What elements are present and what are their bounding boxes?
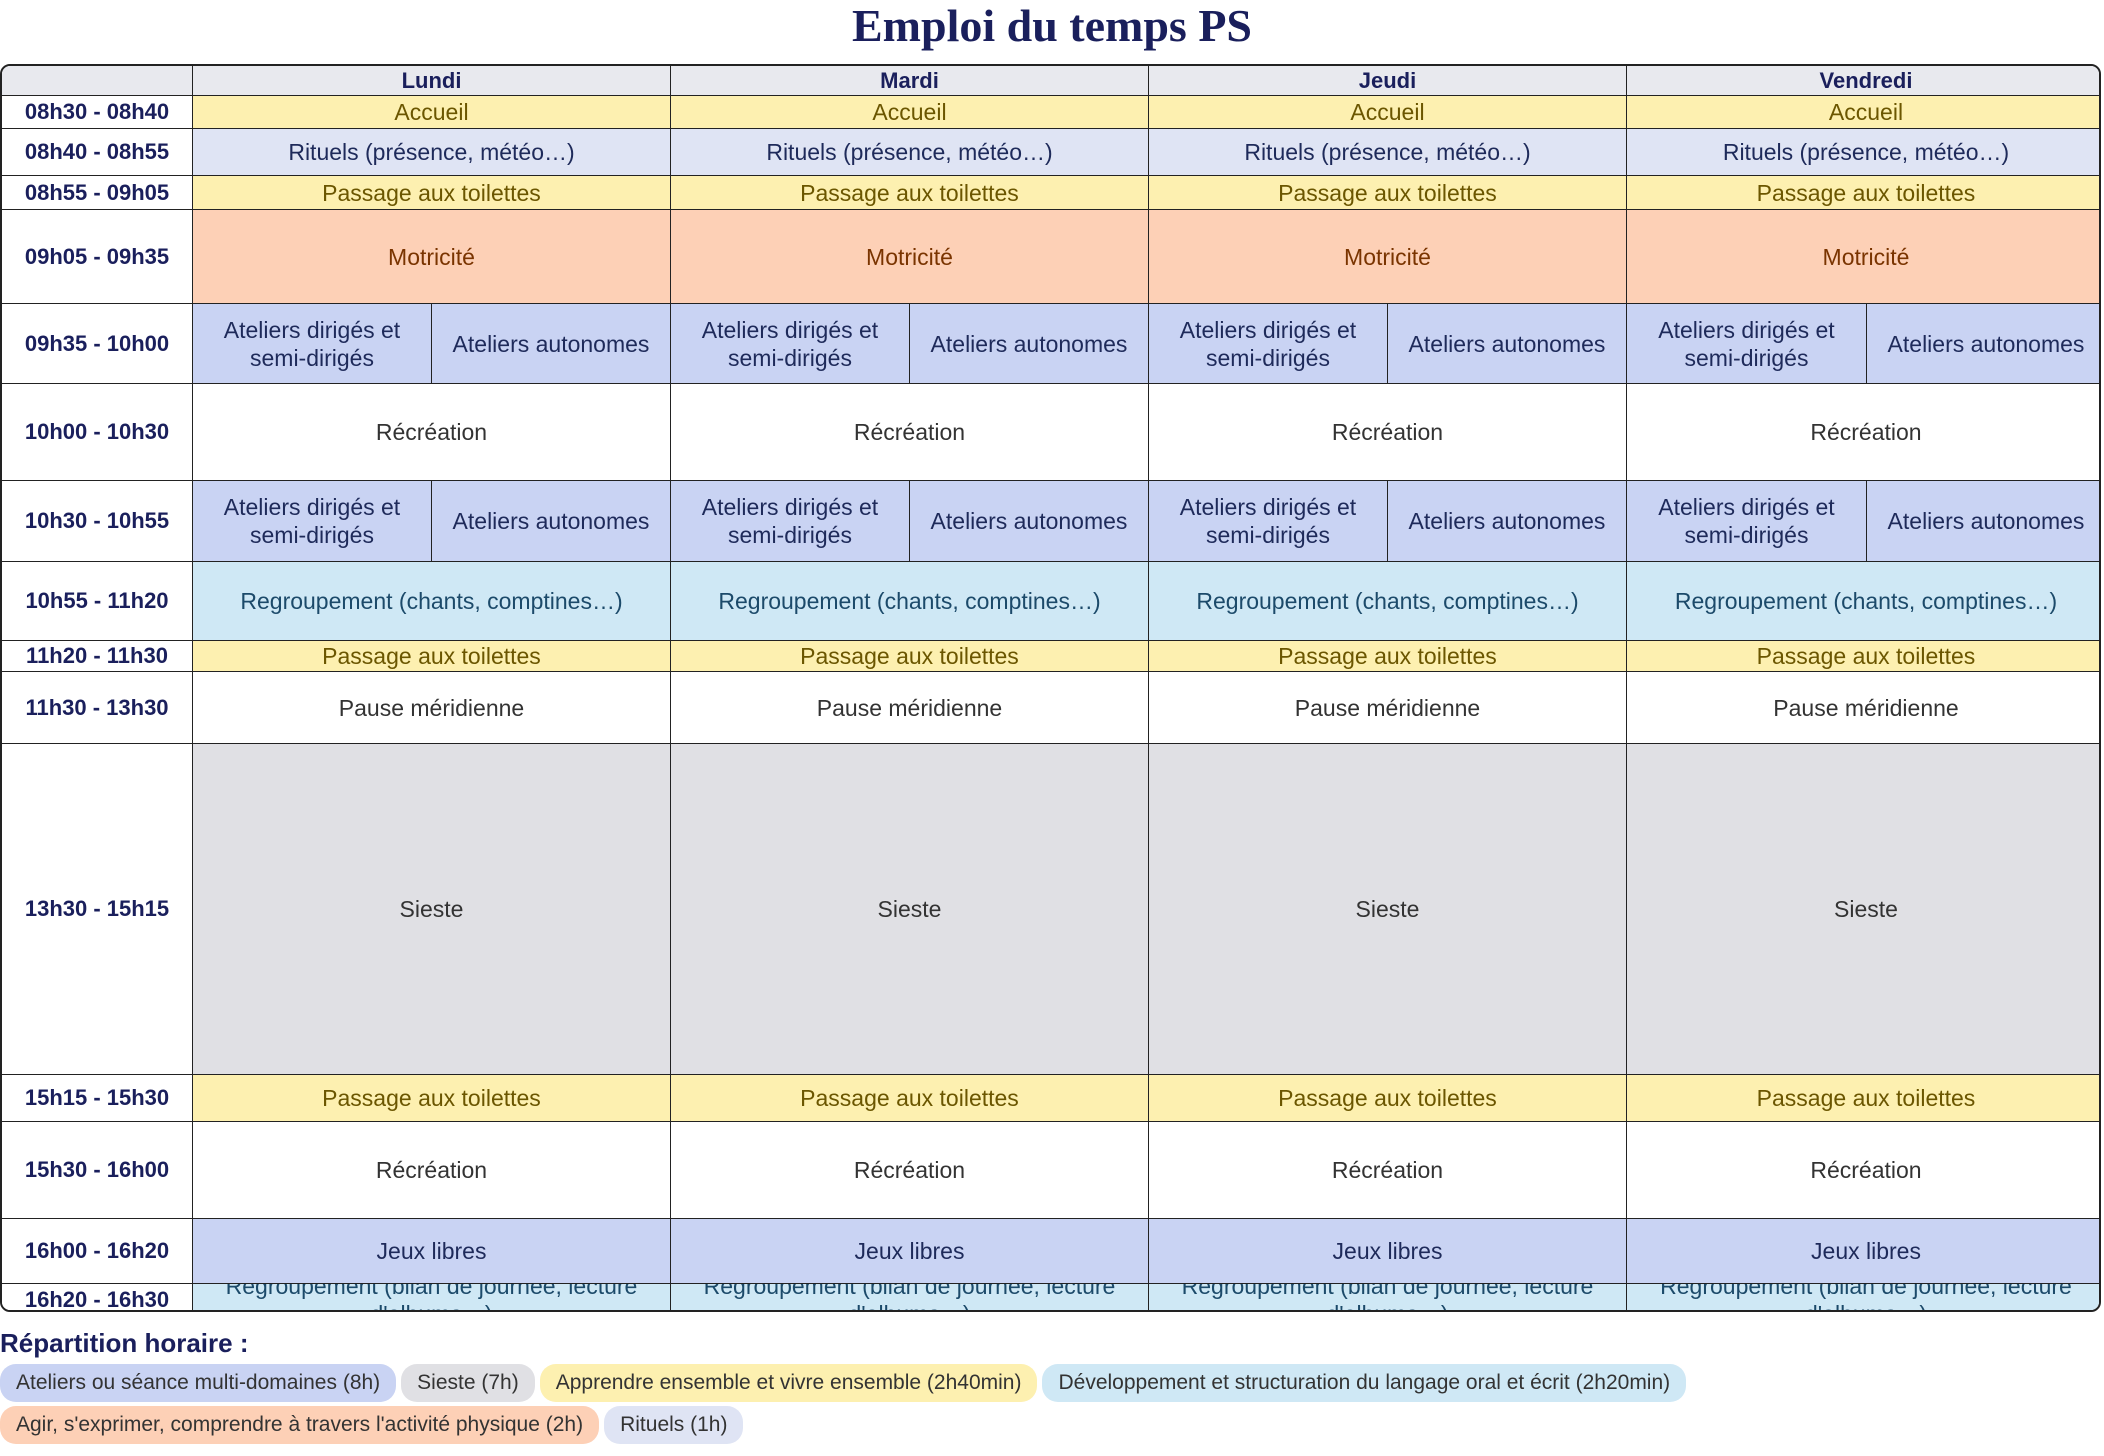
activity-cell: Récréation [671,1122,1149,1219]
activity-cell: Regroupement (chants, comptines…) [1149,562,1627,641]
activity-cell: Ateliers autonomes [1867,304,2099,384]
activity-cell: Ateliers autonomes [910,304,1149,384]
activity-cell: Récréation [1149,1122,1627,1219]
activity-cell: Regroupement (chants, comptines…) [1627,562,2099,641]
activity-cell: Motricité [1627,210,2099,304]
activity-cell: Motricité [193,210,671,304]
day-header: Lundi [193,66,671,96]
activity-cell: Récréation [193,384,671,481]
legend-item: Sieste (7h) [401,1364,535,1402]
activity-cell: Jeux libres [193,1219,671,1284]
activity-cell: Ateliers autonomes [432,481,671,562]
activity-cell: Rituels (présence, météo…) [671,129,1149,176]
time-slot: 10h55 - 11h20 [2,562,193,641]
activity-cell: Accueil [1627,96,2099,129]
activity-cell: Rituels (présence, météo…) [193,129,671,176]
activity-cell: Pause méridienne [671,672,1149,744]
activity-cell: Regroupement (bilan de journée, lecture … [1627,1284,2099,1310]
activity-cell: Sieste [1627,744,2099,1075]
legend: Ateliers ou séance multi-domaines (8h) Si… [0,1364,1720,1444]
activity-cell: Passage aux toilettes [193,176,671,210]
activity-cell: Ateliers dirigés et semi-dirigés [1627,304,1867,384]
activity-cell: Ateliers dirigés et semi-dirigés [671,304,910,384]
activity-cell: Accueil [671,96,1149,129]
activity-cell: Récréation [671,384,1149,481]
activity-cell: Motricité [671,210,1149,304]
time-slot: 16h20 - 16h30 [2,1284,193,1310]
activity-cell: Ateliers autonomes [910,481,1149,562]
legend-item: Développement et structuration du langag… [1042,1364,1687,1402]
legend-item: Apprendre ensemble et vivre ensemble (2h… [539,1364,1038,1402]
activity-cell: Passage aux toilettes [671,1075,1149,1122]
activity-cell: Ateliers autonomes [432,304,671,384]
time-slot: 10h00 - 10h30 [2,384,193,481]
activity-cell: Regroupement (bilan de journée, lecture … [671,1284,1149,1310]
activity-cell: Regroupement (bilan de journée, lecture … [1149,1284,1627,1310]
activity-cell: Passage aux toilettes [1627,176,2099,210]
activity-cell: Pause méridienne [1627,672,2099,744]
activity-cell: Accueil [1149,96,1627,129]
day-header: Jeudi [1149,66,1627,96]
time-slot: 15h30 - 16h00 [2,1122,193,1219]
activity-cell: Passage aux toilettes [671,176,1149,210]
legend-item: Ateliers ou séance multi-domaines (8h) [0,1364,397,1402]
activity-cell: Ateliers autonomes [1388,481,1627,562]
activity-cell: Accueil [193,96,671,129]
activity-cell: Ateliers autonomes [1867,481,2099,562]
legend-title: Répartition horaire : [0,1328,249,1358]
activity-cell: Passage aux toilettes [671,641,1149,672]
title: Emploi du temps PS [851,0,1253,51]
activity-cell: Récréation [1627,384,2099,481]
time-slot: 09h35 - 10h00 [2,304,193,384]
activity-cell: Passage aux toilettes [1149,1075,1627,1122]
activity-cell: Sieste [671,744,1149,1075]
time-slot: 08h30 - 08h40 [2,96,193,129]
time-slot: 13h30 - 15h15 [2,744,193,1075]
activity-cell: Passage aux toilettes [1149,176,1627,210]
time-slot: 10h30 - 10h55 [2,481,193,562]
activity-cell: Récréation [193,1122,671,1219]
activity-cell: Passage aux toilettes [1627,1075,2099,1122]
activity-cell: Regroupement (chants, comptines…) [671,562,1149,641]
legend-item: Agir, s'exprimer, comprendre à travers l… [0,1406,600,1444]
activity-cell: Rituels (présence, météo…) [1627,129,2099,176]
activity-cell: Passage aux toilettes [193,1075,671,1122]
activity-cell: Jeux libres [671,1219,1149,1284]
activity-cell: Passage aux toilettes [193,641,671,672]
activity-cell: Ateliers dirigés et semi-dirigés [1149,304,1388,384]
time-slot: 15h15 - 15h30 [2,1075,193,1122]
activity-cell: Ateliers dirigés et semi-dirigés [1149,481,1388,562]
activity-cell: Ateliers dirigés et semi-dirigés [193,304,432,384]
time-slot: 11h20 - 11h30 [2,641,193,672]
activity-cell: Pause méridienne [193,672,671,744]
activity-cell: Pause méridienne [1149,672,1627,744]
activity-cell: Passage aux toilettes [1627,641,2099,672]
time-slot: 11h30 - 13h30 [2,672,193,744]
activity-cell: Ateliers dirigés et semi-dirigés [671,481,910,562]
day-header: Vendredi [1627,66,2099,96]
activity-cell: Ateliers dirigés et semi-dirigés [193,481,432,562]
activity-cell: Ateliers autonomes [1388,304,1627,384]
activity-cell: Ateliers dirigés et semi-dirigés [1627,481,1867,562]
time-slot: 08h40 - 08h55 [2,129,193,176]
header-corner [2,66,193,96]
time-slot: 09h05 - 09h35 [2,210,193,304]
time-slot: 08h55 - 09h05 [2,176,193,210]
activity-cell: Jeux libres [1149,1219,1627,1284]
activity-cell: Passage aux toilettes [1149,641,1627,672]
time-slot: 16h00 - 16h20 [2,1219,193,1284]
activity-cell: Regroupement (bilan de journée, lecture … [193,1284,671,1310]
legend-item: Rituels (1h) [604,1406,744,1444]
activity-cell: Récréation [1149,384,1627,481]
activity-cell: Sieste [1149,744,1627,1075]
day-header: Mardi [671,66,1149,96]
activity-cell: Jeux libres [1627,1219,2099,1284]
activity-cell: Sieste [193,744,671,1075]
activity-cell: Motricité [1149,210,1627,304]
activity-cell: Regroupement (chants, comptines…) [193,562,671,641]
activity-cell: Récréation [1627,1122,2099,1219]
activity-cell: Rituels (présence, météo…) [1149,129,1627,176]
timetable: Lundi Mardi Jeudi Vendredi 08h30 - 08h40 Accu… [0,64,2101,1312]
